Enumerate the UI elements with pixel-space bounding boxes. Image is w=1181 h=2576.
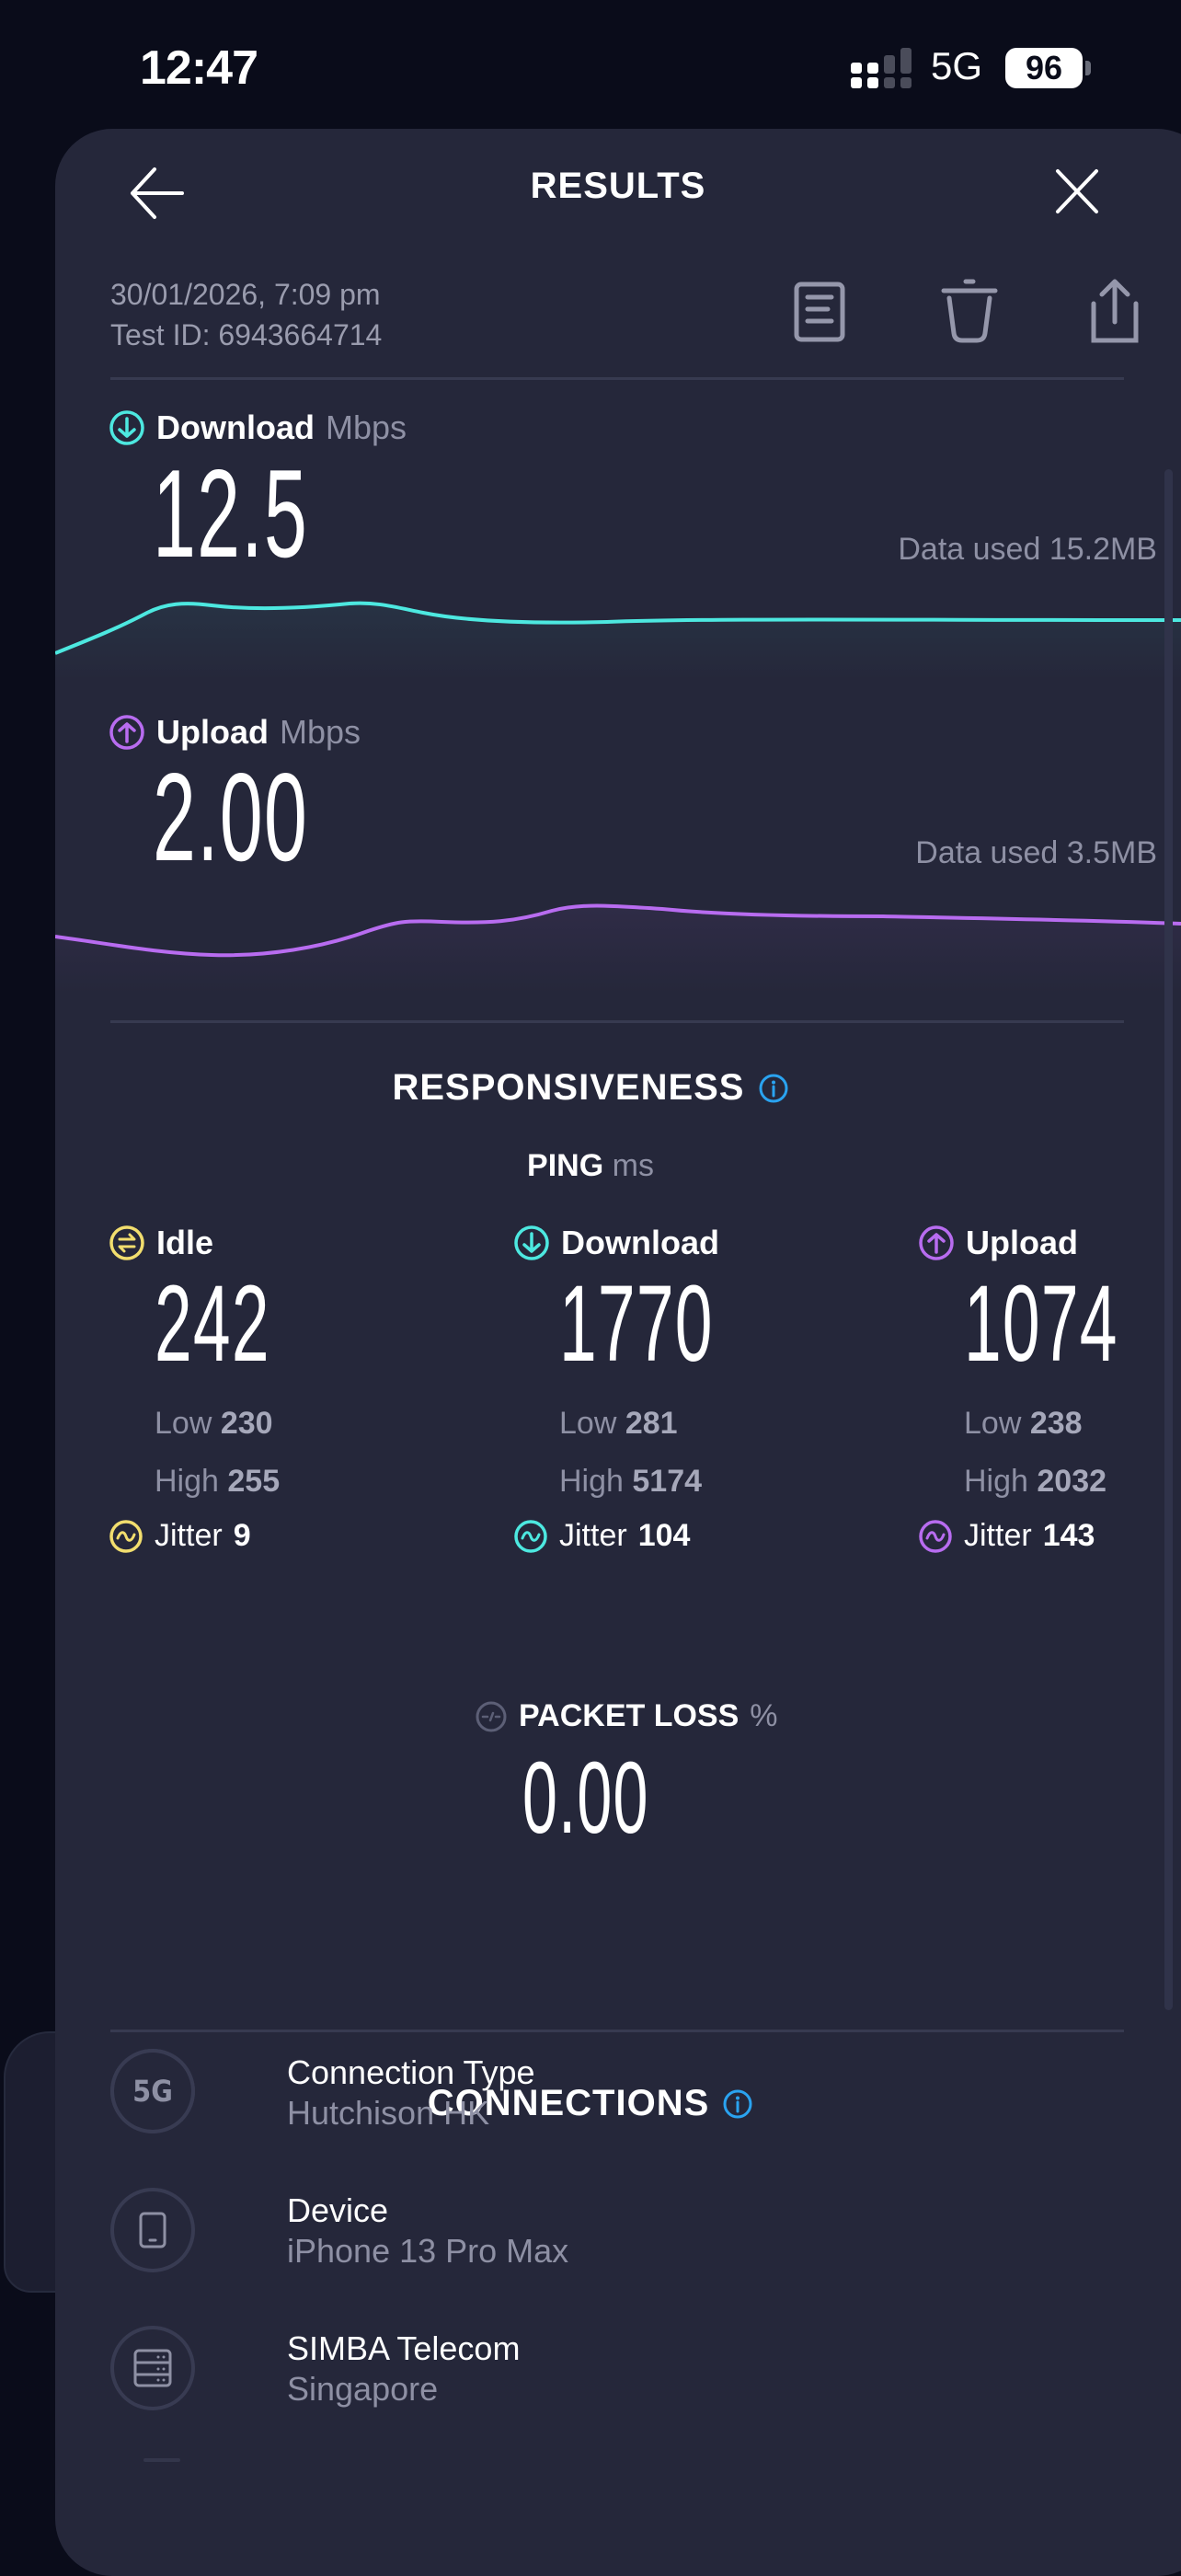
ping-idle-jitter: Jitter 9 <box>109 1518 495 1554</box>
packet-loss-icon <box>476 1701 507 1731</box>
cellular-signal-icon <box>851 48 912 88</box>
ping-idle-high: High 255 <box>155 1464 281 1499</box>
packet-loss-header: PACKET LOSS % <box>475 1698 778 1734</box>
ping-download-jitter: Jitter 104 <box>513 1518 900 1554</box>
upload-arrow-icon <box>919 1225 954 1260</box>
jitter-icon <box>109 1519 143 1553</box>
connections-header: CONNECTIONS <box>55 2083 1181 2124</box>
upload-speed-chart <box>55 903 1181 994</box>
ping-label: PING <box>527 1148 604 1183</box>
idle-icon <box>109 1225 144 1260</box>
ping-column-upload: Upload 1074 Low 238 High 2032 Jitter 143 <box>918 1224 1181 1554</box>
info-icon[interactable] <box>722 2088 753 2120</box>
trash-icon[interactable] <box>940 278 999 344</box>
document-icon[interactable] <box>793 281 846 343</box>
next-row-peek <box>143 2458 180 2462</box>
jitter-icon <box>919 1519 952 1553</box>
close-button[interactable] <box>1054 167 1100 215</box>
connection-type-value: Hutchison HK <box>287 2094 490 2132</box>
packet-loss-label: PACKET LOSS <box>519 1698 740 1733</box>
ping-idle-value: 242 <box>155 1263 270 1385</box>
upload-label-row: Upload Mbps <box>109 713 361 752</box>
ping-unit: ms <box>612 1148 654 1183</box>
download-data-used: Data used 15.2MB <box>898 532 1157 567</box>
results-sheet: RESULTS 30/01/2026, 7:09 pm Test ID: 694… <box>55 129 1181 2576</box>
download-label: Download <box>156 408 315 446</box>
upload-label: Upload <box>156 713 269 751</box>
ping-download-label: Download <box>561 1224 719 1261</box>
battery-tip <box>1085 61 1091 75</box>
phone-icon <box>139 2212 166 2248</box>
download-speed-chart <box>55 601 1181 681</box>
ping-column-download: Download 1770 Low 281 High 5174 Jitter 10… <box>513 1224 900 1554</box>
ping-upload-jitter: Jitter 143 <box>918 1518 1181 1554</box>
jitter-icon <box>514 1519 547 1553</box>
ping-upload-label: Upload <box>966 1224 1078 1261</box>
test-datetime: 30/01/2026, 7:09 pm <box>110 278 381 311</box>
server-icon-wrap <box>110 2326 195 2410</box>
download-value: 12.5 <box>153 443 309 583</box>
download-arrow-icon <box>514 1225 549 1260</box>
responsiveness-title: RESPONSIVENESS <box>392 1067 745 1108</box>
upload-value: 2.00 <box>153 747 309 887</box>
connection-type-icon-5g: 5G <box>110 2049 195 2133</box>
ping-idle-label-row: Idle <box>109 1224 495 1262</box>
ping-idle-low: Low 230 <box>155 1406 273 1441</box>
share-icon[interactable] <box>1089 276 1141 344</box>
ping-header: PING ms <box>55 1148 1181 1184</box>
upload-data-used: Data used 3.5MB <box>915 835 1157 870</box>
server-title: SIMBA Telecom <box>287 2329 521 2367</box>
server-location: Singapore <box>287 2370 439 2408</box>
battery-indicator: 96 <box>1005 48 1083 88</box>
download-arrow-icon <box>109 410 144 445</box>
connection-type-title: Connection Type <box>287 2053 535 2091</box>
ping-upload-low: Low 238 <box>964 1406 1083 1441</box>
packet-divider <box>110 2030 1124 2032</box>
download-unit: Mbps <box>325 408 407 446</box>
back-button[interactable] <box>127 166 186 221</box>
test-id: Test ID: 6943664714 <box>110 318 383 351</box>
ping-upload-high: High 2032 <box>964 1464 1107 1499</box>
responsiveness-header: RESPONSIVENESS <box>55 1067 1181 1109</box>
page-title: RESULTS <box>530 166 706 206</box>
ping-upload-label-row: Upload <box>918 1224 1181 1262</box>
upload-arrow-icon <box>109 715 144 750</box>
device-icon <box>110 2188 195 2272</box>
network-type: 5G <box>931 44 983 87</box>
ping-idle-label: Idle <box>156 1224 214 1261</box>
status-time: 12:47 <box>140 41 258 95</box>
device-value: iPhone 13 Pro Max <box>287 2232 569 2270</box>
packet-loss-value: 0.00 <box>522 1742 649 1855</box>
ping-download-value: 1770 <box>559 1263 714 1385</box>
upload-unit: Mbps <box>280 713 361 751</box>
header-divider <box>110 377 1124 380</box>
device-title: Device <box>287 2191 389 2229</box>
scrollbar[interactable] <box>1164 469 1173 2010</box>
ping-upload-value: 1074 <box>964 1263 1118 1385</box>
ping-download-low: Low 281 <box>559 1406 678 1441</box>
ping-download-high: High 5174 <box>559 1464 703 1499</box>
ping-column-idle: Idle 242 Low 230 High 255 Jitter 9 <box>109 1224 495 1554</box>
speed-divider <box>110 1020 1124 1023</box>
download-label-row: Download Mbps <box>109 408 407 447</box>
info-icon[interactable] <box>758 1073 789 1104</box>
packet-loss-unit: % <box>750 1698 778 1733</box>
ping-download-label-row: Download <box>513 1224 900 1262</box>
server-icon <box>133 2349 172 2387</box>
connections-title: CONNECTIONS <box>427 2083 710 2123</box>
